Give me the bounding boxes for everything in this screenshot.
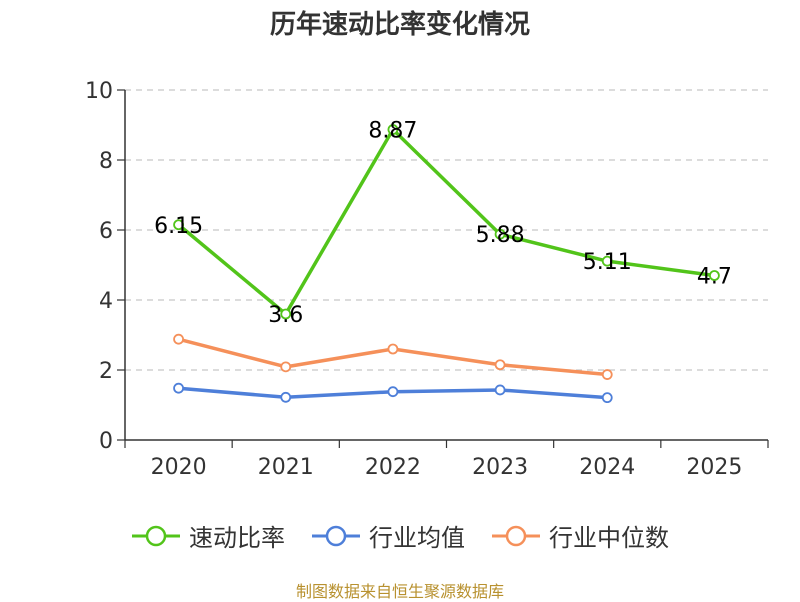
data-label: 6.15 — [154, 214, 203, 239]
data-label: 8.87 — [368, 119, 417, 144]
legend-item[interactable]: 行业均值 — [311, 518, 465, 553]
x-tick-label: 2023 — [472, 455, 528, 480]
data-point — [494, 359, 506, 371]
data-label: 3.6 — [268, 303, 303, 328]
legend-label: 行业中位数 — [549, 524, 669, 552]
y-tick-label: 10 — [85, 79, 113, 104]
legend-item[interactable]: 速动比率 — [131, 518, 285, 553]
data-point — [494, 384, 506, 396]
legend-item[interactable]: 行业中位数 — [491, 518, 669, 553]
x-tick-label: 2021 — [258, 455, 314, 480]
legend-marker-icon — [132, 525, 180, 546]
data-point — [387, 343, 399, 355]
data-label: 5.88 — [476, 223, 525, 248]
series-line — [177, 127, 715, 316]
data-point — [387, 124, 399, 135]
y-tick-label: 6 — [99, 219, 113, 244]
legend-marker-icon — [312, 525, 360, 546]
chart-title: 历年速动比率变化情况 — [269, 10, 530, 40]
x-tick-label: 2024 — [579, 455, 635, 480]
data-point — [494, 228, 506, 240]
data-point — [173, 333, 184, 345]
legend: 速动比率 行业均值 行业中位数 — [0, 518, 800, 553]
data-point — [280, 361, 292, 373]
legend-marker-icon — [492, 525, 540, 546]
y-tick-label: 2 — [99, 359, 113, 384]
data-point — [280, 308, 292, 320]
x-tick-label: 2020 — [151, 455, 207, 480]
data-label: 5.11 — [583, 250, 632, 275]
legend-label: 行业均值 — [369, 524, 465, 552]
data-label: 4.7 — [697, 265, 732, 290]
y-tick-label: 4 — [99, 289, 113, 314]
data-point — [280, 391, 292, 403]
x-tick-label: 2022 — [365, 455, 421, 480]
data-point — [173, 382, 184, 394]
data-point — [173, 219, 184, 231]
data-point — [709, 270, 720, 281]
data-point — [387, 386, 399, 398]
source-note: 制图数据来自恒生聚源数据库 — [295, 582, 504, 601]
data-point — [601, 369, 613, 380]
legend-label: 速动比率 — [189, 524, 285, 552]
data-point — [601, 392, 613, 404]
y-tick-label: 0 — [99, 429, 113, 454]
x-tick-label: 2025 — [686, 455, 742, 480]
y-tick-label: 8 — [99, 149, 113, 174]
data-point — [601, 255, 613, 267]
